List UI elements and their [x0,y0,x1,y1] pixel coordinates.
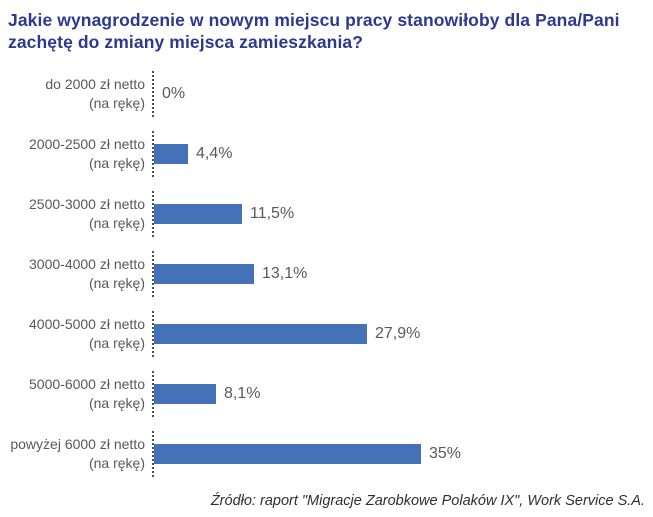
value-label: 13,1% [262,264,308,282]
chart-row: do 2000 zł netto (na rękę) 0% [0,64,653,124]
value-label: 35% [429,444,462,462]
survey-chart-page: Jakie wynagrodzenie w nowym miejscu prac… [0,9,653,517]
chart-row: 2500-3000 zł netto (na rękę) 11,5% [0,184,653,244]
category-label: do 2000 zł netto (na rękę) [45,75,145,111]
bar-container: 27,9% [154,323,653,344]
axis-tick [152,250,154,297]
category-label: 4000-5000 zł netto (na rękę) [29,315,145,351]
chart-row: 4000-5000 zł netto (na rękę) 27,9% [0,304,653,364]
value-label: 11,5% [250,204,295,222]
page-title: Jakie wynagrodzenie w nowym miejscu prac… [8,10,620,53]
category-label: 2500-3000 zł netto (na rękę) [29,195,145,231]
bar [154,383,216,404]
chart-row: 5000-6000 zł netto (na rękę) 8,1% [0,364,653,424]
category-label: 3000-4000 zł netto (na rękę) [29,255,145,291]
axis-tick [152,370,154,417]
category-label: powyżej 6000 zł netto (na rękę) [10,435,145,471]
bar-container: 0% [154,84,653,104]
bar-chart: do 2000 zł netto (na rękę) 0% 2000-2500 zł … [0,64,653,484]
chart-row: powyżej 6000 zł netto (na rękę) 35% [0,424,653,484]
bar-container: 8,1% [154,383,653,404]
chart-row: 3000-4000 zł netto (na rękę) 13,1% [0,244,653,304]
bar-container: 13,1% [154,263,653,284]
axis-tick [152,310,154,357]
category-label: 5000-6000 zł netto (na rękę) [29,375,145,411]
bar-container: 35% [154,443,653,464]
value-label: 4,4% [196,144,233,162]
bar [154,203,242,224]
source-note: Źródło: raport "Migracje Zarobkowe Polak… [210,493,645,509]
bar [154,143,188,164]
value-label: 8,1% [224,384,261,402]
axis-tick [152,190,154,237]
category-label: 2000-2500 zł netto (na rękę) [29,135,145,171]
bar-container: 4,4% [154,143,653,164]
bar [154,323,367,344]
value-label: 0% [162,84,186,102]
chart-row: 2000-2500 zł netto (na rękę) 4,4% [0,124,653,184]
bar [154,443,421,464]
axis-tick [152,130,154,177]
axis-tick [152,70,154,117]
value-label: 27,9% [375,324,421,342]
axis-tick [152,430,154,477]
bar [154,263,254,284]
bar-container: 11,5% [154,203,653,224]
